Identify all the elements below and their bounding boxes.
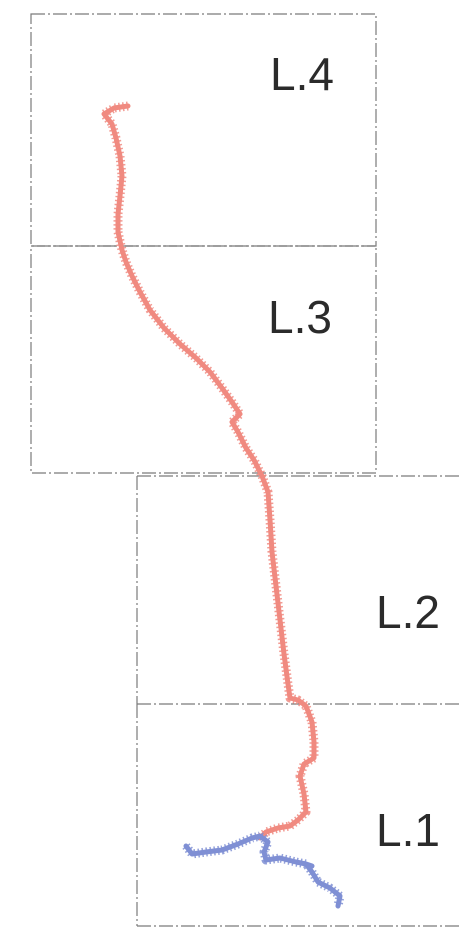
sheet-label-l4: L.4 bbox=[270, 48, 334, 100]
main-route-line bbox=[104, 106, 314, 838]
branch-route bbox=[186, 836, 340, 906]
main-route bbox=[104, 106, 314, 838]
sheet-label-l2: L.2 bbox=[376, 586, 440, 638]
branch-route-ticks bbox=[186, 836, 340, 906]
sheet-label-l1: L.1 bbox=[376, 804, 440, 856]
sheet-frames bbox=[31, 14, 459, 926]
main-route-ticks bbox=[104, 106, 314, 838]
sheet-label-l3: L.3 bbox=[268, 291, 332, 343]
sheet-frame-l3 bbox=[31, 246, 376, 473]
